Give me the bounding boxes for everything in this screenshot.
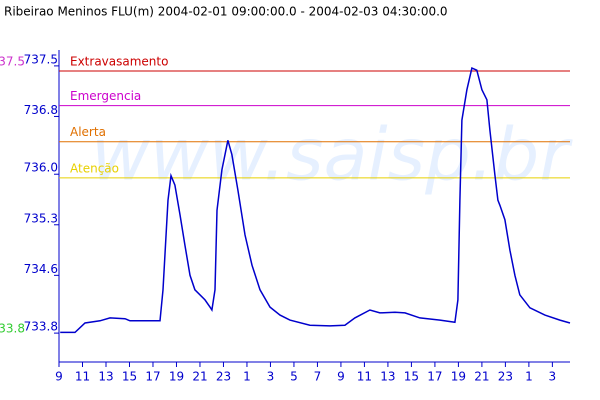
y-tick-label: 734.6	[24, 262, 58, 276]
x-tick-label: 7	[314, 370, 322, 384]
x-tick-label: 15	[122, 370, 137, 384]
y-tick-label: 737.5	[24, 52, 58, 66]
x-tick-label: 19	[451, 370, 466, 384]
threshold-label: Atenção	[70, 161, 119, 175]
y-tick-label: 733.8	[24, 320, 58, 334]
threshold-label: Extravasamento	[70, 54, 168, 68]
y-tick-label: 736.8	[24, 103, 58, 117]
max-label: 737.5	[0, 54, 25, 68]
x-tick-label: 17	[427, 370, 442, 384]
x-tick-label: 23	[216, 370, 231, 384]
x-tick-label: 13	[380, 370, 395, 384]
x-tick-label: 21	[474, 370, 489, 384]
x-tick-label: 19	[169, 370, 184, 384]
y-tick-label: 736.0	[24, 161, 58, 175]
x-tick-label: 3	[549, 370, 557, 384]
threshold-label: Alerta	[70, 125, 106, 139]
x-tick-label: 11	[75, 370, 90, 384]
x-tick-label: 1	[525, 370, 533, 384]
x-tick-label: 9	[337, 370, 345, 384]
x-tick-label: 17	[145, 370, 160, 384]
x-tick-label: 23	[498, 370, 513, 384]
watermark: www.saisp.br	[91, 113, 573, 197]
x-tick-label: 15	[404, 370, 419, 384]
x-tick-label: 13	[98, 370, 113, 384]
chart-title: Ribeirao Meninos FLU(m) 2004-02-01 09:00…	[4, 5, 448, 19]
x-tick-label: 1	[243, 370, 251, 384]
y-tick-label: 735.3	[24, 211, 58, 225]
x-tick-label: 21	[192, 370, 207, 384]
data-line	[60, 67, 571, 334]
x-tick-label: 5	[290, 370, 298, 384]
x-tick-label: 3	[267, 370, 275, 384]
min-label: 733.8	[0, 322, 25, 336]
x-tick-label: 11	[357, 370, 372, 384]
x-tick-label: 9	[55, 370, 63, 384]
threshold-label: Emergencia	[70, 89, 141, 103]
